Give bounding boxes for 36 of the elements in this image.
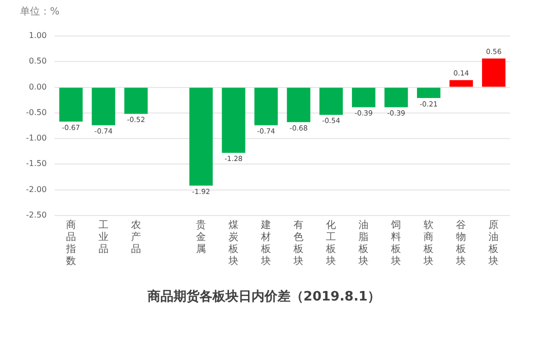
bar bbox=[189, 88, 213, 186]
bar bbox=[319, 88, 343, 115]
x-tick-label: 饲料板块 bbox=[390, 220, 402, 267]
bar bbox=[352, 88, 376, 108]
x-tick-label: 农产品 bbox=[131, 220, 142, 255]
y-axis-title: 单位：% bbox=[20, 6, 60, 18]
bar bbox=[59, 88, 83, 122]
x-tick-label: 原油板块 bbox=[488, 220, 499, 267]
bar bbox=[222, 88, 246, 153]
bar bbox=[254, 88, 278, 126]
bar bbox=[482, 58, 506, 87]
bar bbox=[416, 88, 440, 98]
y-tick-label: 0.00 bbox=[28, 82, 47, 92]
x-tick-label: 贵金属 bbox=[196, 218, 206, 255]
y-tick-label: 1.00 bbox=[28, 31, 47, 40]
x-tick-label: 煤炭板块 bbox=[228, 218, 239, 267]
x-tick-label: 有色板块 bbox=[292, 218, 304, 267]
x-tick-label: 谷物板块 bbox=[455, 218, 466, 267]
y-tick-label: -2.50 bbox=[26, 210, 47, 220]
y-tick-label: -0.50 bbox=[26, 108, 47, 117]
y-tick-label: -1.50 bbox=[26, 159, 47, 168]
x-tick-label: 化工板块 bbox=[325, 218, 336, 267]
text: 商品期货各板块日内价差（2019.8.1） bbox=[146, 288, 381, 305]
bar bbox=[286, 88, 310, 122]
y-tick-label: 0.50 bbox=[28, 56, 47, 66]
bar bbox=[124, 88, 148, 114]
x-tick-label: 油脂板块 bbox=[358, 218, 369, 267]
x-tick-label: 建材板块 bbox=[260, 218, 272, 267]
x-tick-label: 工业品 bbox=[98, 220, 108, 255]
x-tick-label: 商品指数 bbox=[64, 218, 76, 267]
bar bbox=[384, 88, 408, 108]
x-tick-label: 软商板块 bbox=[422, 218, 434, 267]
y-tick-label: -1.00 bbox=[26, 134, 47, 143]
bar bbox=[92, 88, 116, 126]
bar bbox=[450, 80, 473, 87]
y-tick-label: -2.00 bbox=[26, 184, 47, 194]
